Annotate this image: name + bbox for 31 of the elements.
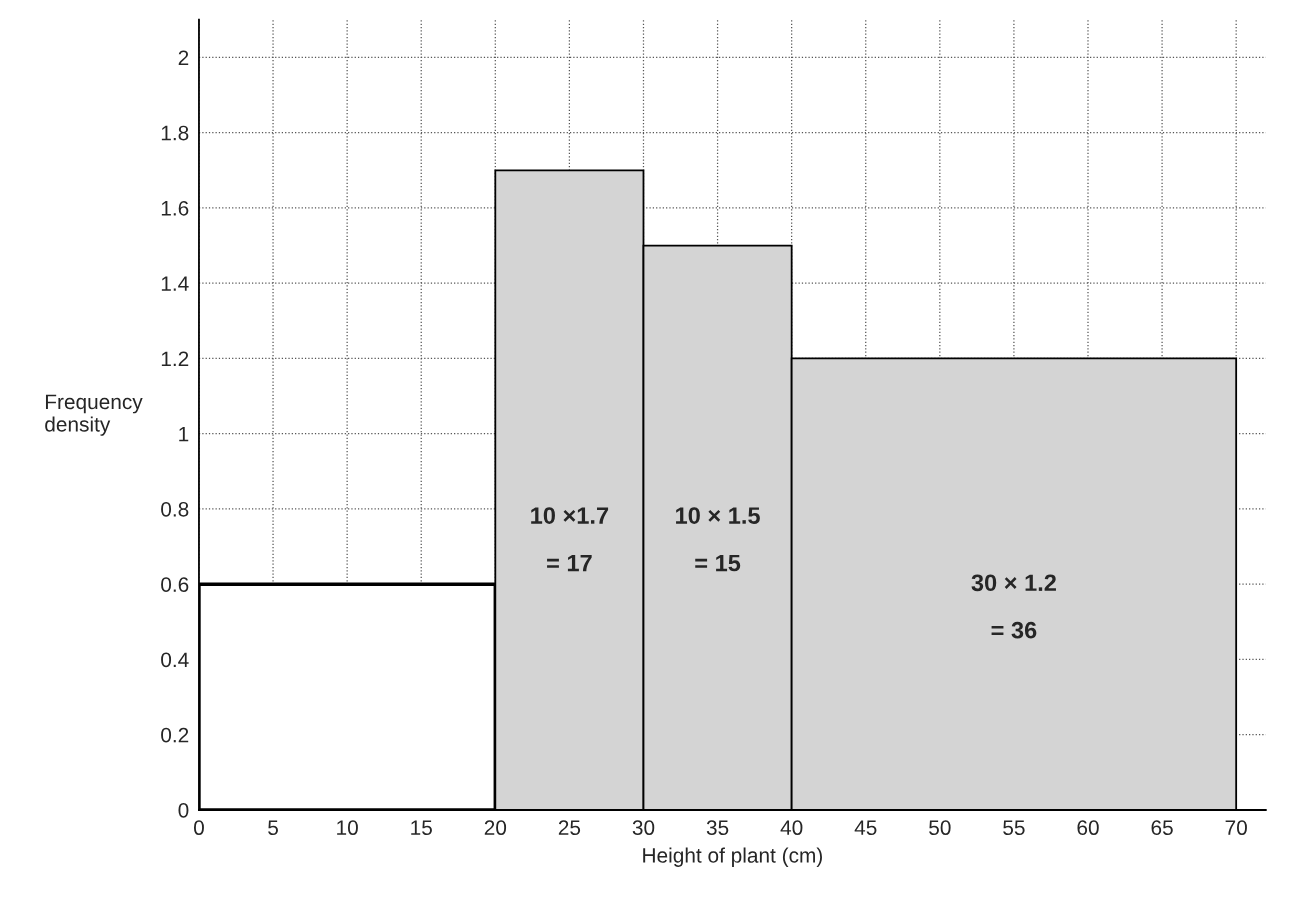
x-tick-label: 50 [929, 820, 951, 836]
text: 10 ×1.7 = 17 [531, 507, 609, 572]
y-tick-label: 1.2 [161, 351, 189, 366]
x-tick-label: 25 [558, 820, 581, 836]
x-tick-label: 35 [706, 820, 729, 836]
x-tick-label: 45 [854, 820, 877, 836]
y-axis-title: Frequency density [45, 394, 143, 436]
x-tick-label: 10 [337, 820, 358, 836]
y-tick-label: 1.6 [161, 200, 189, 216]
x-tick-label: 65 [1151, 820, 1173, 836]
y-tick-label: 1 [179, 426, 189, 442]
text: 30 × 1.2 = 36 [971, 574, 1056, 639]
x-tick-label: 40 [780, 820, 803, 836]
x-axis-title: Height of plant (cm) [643, 847, 822, 867]
x-tick-label: 5 [268, 820, 278, 836]
y-tick-label: 1.8 [161, 125, 189, 141]
y-tick-label: 2 [178, 50, 189, 65]
y-tick-label: 0.6 [161, 577, 189, 592]
y-tick-label: 0 [178, 803, 189, 818]
x-tick-label: 70 [1225, 820, 1247, 836]
y-tick-label: 0.4 [161, 652, 189, 668]
y-tick-label: 0.2 [161, 727, 189, 743]
x-tick-label: 0 [193, 820, 204, 836]
x-tick-label: 30 [632, 820, 655, 836]
x-tick-label: 55 [1003, 820, 1025, 836]
text: 10 × 1.5 = 15 [676, 507, 760, 572]
y-tick-label: 0.8 [161, 501, 189, 517]
x-tick-label: 20 [484, 820, 507, 836]
y-tick-label: 1.4 [161, 276, 189, 291]
x-tick-label: 60 [1077, 820, 1099, 836]
x-tick-label: 15 [411, 820, 432, 836]
